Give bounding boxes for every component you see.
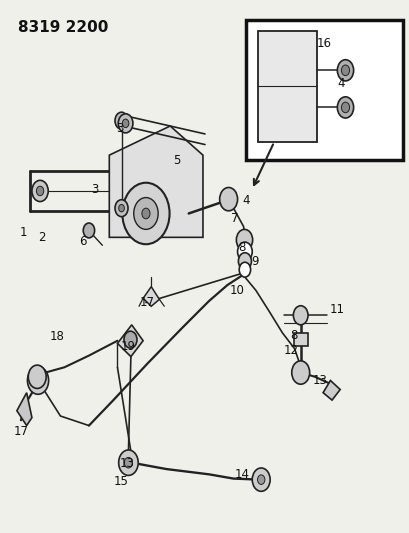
Text: 13: 13 bbox=[312, 374, 326, 387]
Text: 10: 10 bbox=[229, 284, 244, 297]
Circle shape bbox=[341, 65, 349, 76]
Circle shape bbox=[219, 188, 237, 211]
Text: 8319 2200: 8319 2200 bbox=[18, 20, 108, 35]
Text: 17: 17 bbox=[13, 425, 28, 439]
Circle shape bbox=[291, 361, 309, 384]
Circle shape bbox=[122, 119, 128, 127]
Text: 1: 1 bbox=[20, 225, 27, 239]
Circle shape bbox=[124, 331, 137, 348]
Polygon shape bbox=[257, 30, 316, 142]
Circle shape bbox=[118, 114, 133, 133]
Text: 13: 13 bbox=[119, 457, 134, 470]
Circle shape bbox=[32, 180, 48, 201]
Circle shape bbox=[236, 229, 252, 251]
Text: 4: 4 bbox=[337, 77, 344, 90]
Circle shape bbox=[115, 200, 128, 216]
Circle shape bbox=[337, 97, 353, 118]
Polygon shape bbox=[143, 287, 159, 306]
Text: 11: 11 bbox=[329, 303, 344, 317]
Text: 14: 14 bbox=[234, 468, 249, 481]
Circle shape bbox=[36, 186, 44, 196]
Circle shape bbox=[238, 253, 251, 270]
Polygon shape bbox=[109, 126, 202, 237]
Text: 3: 3 bbox=[91, 183, 99, 196]
Circle shape bbox=[118, 205, 124, 212]
Text: 9: 9 bbox=[250, 255, 258, 268]
Text: 8: 8 bbox=[290, 329, 297, 342]
Circle shape bbox=[337, 60, 353, 81]
Circle shape bbox=[341, 102, 349, 113]
Text: 8: 8 bbox=[237, 241, 245, 254]
Text: 6: 6 bbox=[79, 235, 86, 247]
Text: 12: 12 bbox=[283, 344, 298, 357]
Text: 15: 15 bbox=[113, 475, 128, 488]
Polygon shape bbox=[322, 381, 339, 400]
Text: 7: 7 bbox=[230, 212, 238, 225]
Text: 16: 16 bbox=[316, 37, 331, 50]
Circle shape bbox=[118, 450, 138, 475]
Circle shape bbox=[115, 112, 128, 129]
Circle shape bbox=[257, 475, 264, 484]
Text: 2: 2 bbox=[38, 231, 46, 244]
Circle shape bbox=[83, 223, 94, 238]
Circle shape bbox=[28, 365, 46, 389]
Polygon shape bbox=[293, 333, 307, 346]
Text: 18: 18 bbox=[50, 330, 65, 343]
Circle shape bbox=[238, 262, 250, 277]
Circle shape bbox=[237, 242, 252, 261]
Polygon shape bbox=[117, 325, 143, 357]
Circle shape bbox=[133, 198, 158, 229]
Circle shape bbox=[142, 208, 150, 219]
Polygon shape bbox=[17, 393, 32, 425]
Bar bbox=[245, 20, 402, 160]
Text: 4: 4 bbox=[241, 193, 249, 207]
Text: 5: 5 bbox=[172, 154, 180, 167]
Circle shape bbox=[252, 468, 270, 491]
Text: 17: 17 bbox=[139, 296, 154, 309]
Circle shape bbox=[122, 183, 169, 244]
Text: 19: 19 bbox=[121, 340, 136, 352]
Circle shape bbox=[293, 306, 307, 325]
Circle shape bbox=[124, 457, 132, 468]
Circle shape bbox=[27, 367, 49, 394]
Text: 3: 3 bbox=[115, 122, 123, 135]
